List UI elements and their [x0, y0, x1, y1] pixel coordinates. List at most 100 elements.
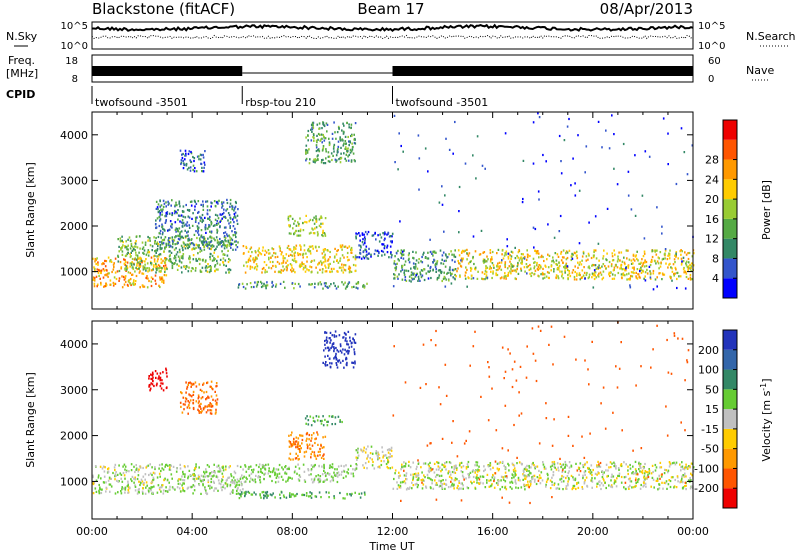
- data-cell: [260, 285, 263, 289]
- data-cell: [538, 477, 541, 480]
- data-cell: [199, 269, 202, 272]
- data-cell: [570, 464, 573, 467]
- data-cell: [635, 469, 637, 473]
- data-cell: [202, 484, 204, 487]
- data-cell: [658, 257, 660, 260]
- data-cell: [632, 471, 634, 474]
- data-cell: [504, 264, 506, 267]
- data-cell: [160, 382, 162, 385]
- data-cell: [461, 471, 464, 474]
- data-cell: [322, 454, 324, 457]
- data-cell: [97, 263, 99, 266]
- data-cell: [97, 271, 100, 274]
- data-cell: [440, 484, 443, 487]
- data-cell: [395, 266, 398, 269]
- data-cell: [651, 255, 654, 259]
- data-cell: [210, 405, 213, 408]
- data-cell: [543, 276, 546, 279]
- data-cell: [214, 218, 217, 221]
- data-cell: [496, 252, 498, 255]
- data-cell: [293, 222, 295, 225]
- data-cell: [474, 464, 476, 467]
- data-cell: [680, 253, 682, 256]
- data-cell: [544, 264, 546, 267]
- data-cell: [292, 443, 295, 446]
- data-cell: [342, 336, 345, 339]
- data-cell: [326, 130, 328, 133]
- data-cell: [282, 257, 284, 260]
- data-cell: [243, 252, 245, 255]
- data-cell: [104, 259, 106, 262]
- data-cell: [107, 275, 109, 278]
- data-cell: [205, 269, 207, 272]
- data-cell: [192, 407, 195, 411]
- data-cell: [181, 271, 183, 274]
- data-cell: [429, 461, 431, 464]
- data-cell: [679, 463, 681, 466]
- data-cell: [644, 259, 646, 262]
- data-cell: [162, 492, 165, 495]
- data-cell: [405, 488, 408, 491]
- data-cell: [219, 213, 222, 216]
- data-cell: [397, 168, 399, 171]
- data-cell: [507, 462, 509, 465]
- data-cell: [257, 475, 260, 478]
- data-cell: [121, 250, 124, 253]
- data-cell: [419, 279, 421, 282]
- data-cell: [209, 258, 212, 261]
- data-cell: [221, 202, 223, 206]
- data-cell: [526, 253, 529, 256]
- data-cell: [219, 258, 222, 261]
- data-cell: [186, 243, 189, 246]
- data-cell: [140, 259, 143, 262]
- data-cell: [266, 281, 268, 284]
- data-cell: [464, 249, 467, 252]
- data-cell: [184, 216, 187, 219]
- data-cell: [203, 478, 205, 481]
- data-cell: [309, 447, 312, 450]
- data-cell: [295, 446, 297, 449]
- data-cell: [233, 221, 235, 224]
- data-cell: [342, 283, 345, 286]
- data-cell: [513, 467, 516, 470]
- data-cell: [581, 487, 584, 490]
- data-cell: [409, 486, 411, 489]
- data-cell: [99, 269, 101, 272]
- data-cell: [319, 479, 322, 482]
- data-region: [148, 367, 168, 392]
- data-cell: [598, 272, 600, 275]
- data-cell: [344, 157, 346, 160]
- data-cell: [131, 273, 134, 276]
- data-cell: [439, 484, 442, 487]
- data-cell: [387, 451, 390, 454]
- data-cell: [257, 476, 259, 479]
- data-cell: [439, 249, 442, 252]
- data-cell: [561, 270, 563, 273]
- data-cell: [215, 408, 217, 411]
- data-cell: [276, 473, 279, 476]
- data-cell: [330, 339, 332, 342]
- data-cell: [297, 437, 300, 440]
- data-region: [393, 249, 457, 283]
- data-cell: [652, 272, 655, 275]
- data-cell: [278, 245, 281, 248]
- data-cell: [423, 479, 425, 482]
- data-cell: [618, 474, 620, 478]
- data-cell: [220, 486, 223, 489]
- data-cell: [304, 266, 307, 269]
- data-cell: [286, 267, 288, 270]
- data-cell: [178, 202, 180, 205]
- data-cell: [105, 273, 108, 276]
- data-cell: [226, 478, 228, 481]
- data-cell: [216, 239, 219, 242]
- data-cell: [438, 474, 441, 478]
- data-cell: [346, 121, 348, 124]
- data-cell: [690, 266, 692, 269]
- data-cell: [229, 221, 232, 224]
- data-cell: [170, 225, 172, 228]
- data-cell: [656, 276, 658, 279]
- data-cell: [157, 208, 159, 211]
- data-cell: [408, 487, 410, 490]
- data-cell: [322, 415, 324, 418]
- data-cell: [170, 251, 173, 254]
